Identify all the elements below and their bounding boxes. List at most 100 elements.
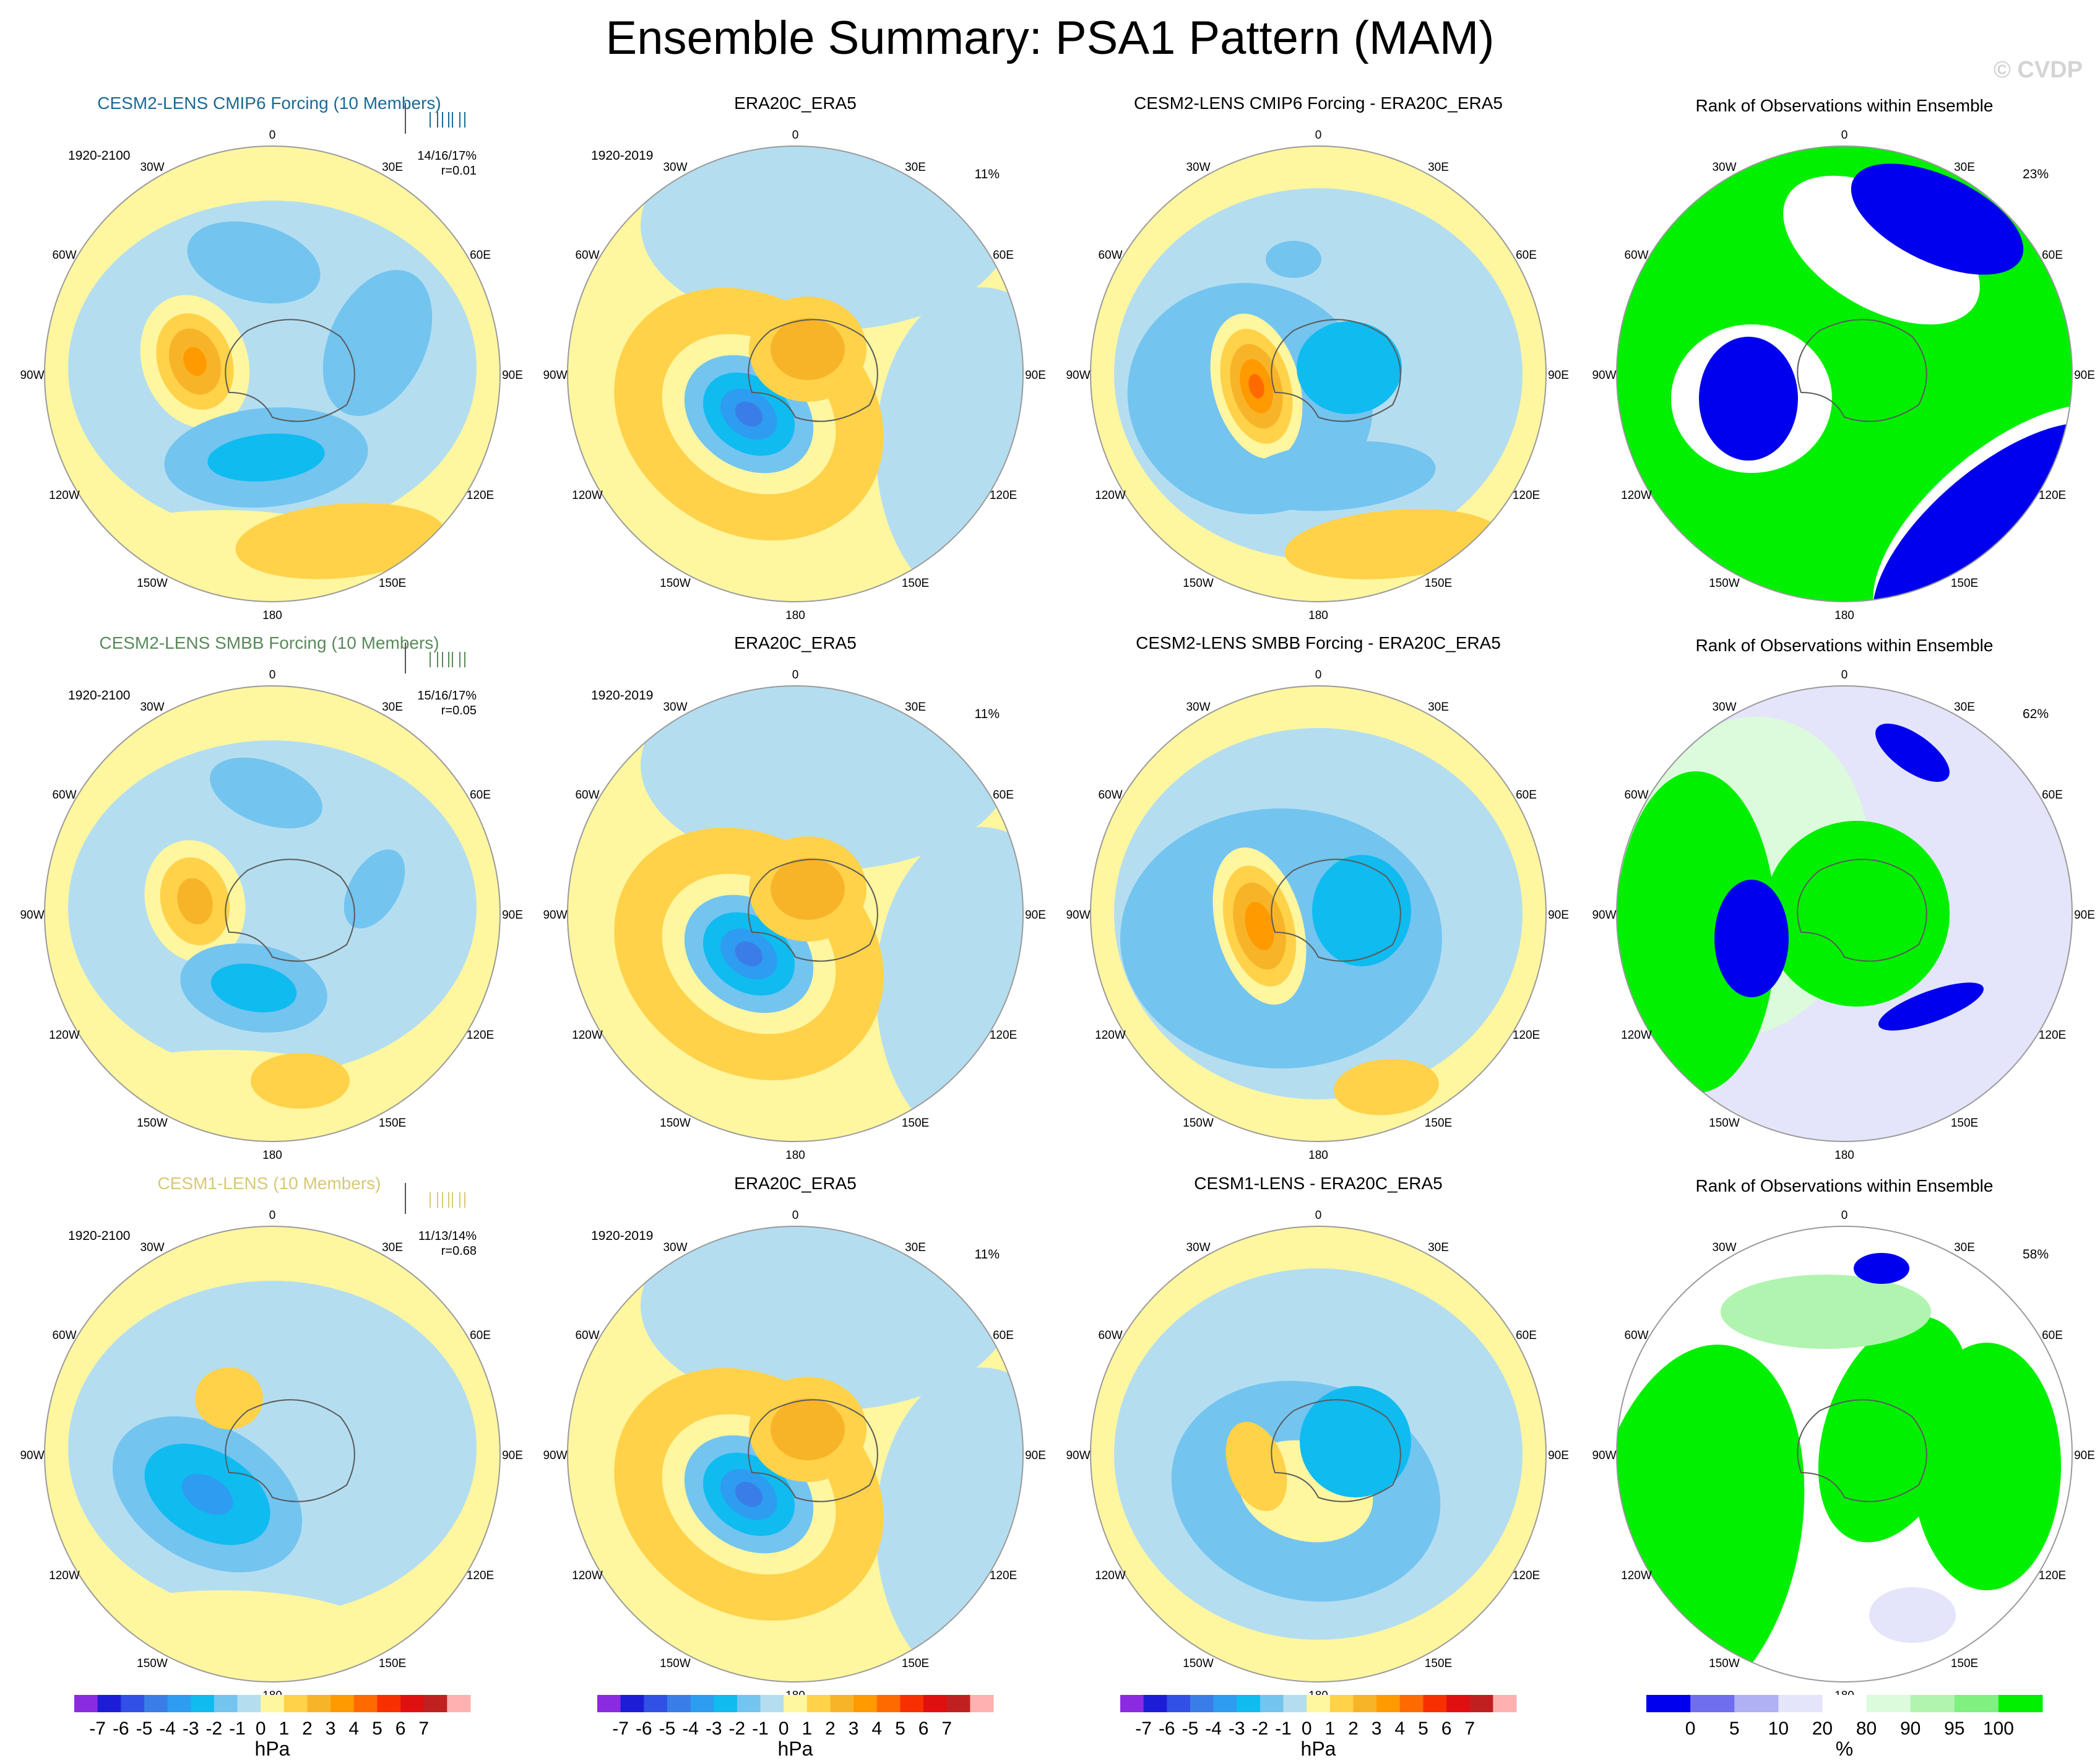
longitude-label-90E: 90E [1548, 369, 1569, 382]
background-negative-east [876, 827, 1023, 1141]
colorbar-obs-tick-label-8: 1 [802, 1718, 812, 1739]
map-boundary [44, 685, 501, 1142]
colorbar-obs-swatch-12 [876, 1695, 901, 1712]
longitude-label-90W: 90W [543, 369, 567, 382]
longitude-label-30E: 30E [1954, 1241, 1975, 1254]
colorbar-obs-tick-label-2: -5 [659, 1718, 676, 1739]
obs-pct: 11% [975, 1247, 1000, 1262]
longitude-label-90W: 90W [1592, 369, 1616, 382]
colorbar-obs-swatch-6 [737, 1695, 761, 1712]
obs-pct: 11% [975, 707, 1000, 721]
colorbar-obs-swatch-15 [946, 1695, 970, 1712]
longitude-label-150W: 150W [1709, 1117, 1740, 1130]
longitude-label-60E: 60E [470, 249, 491, 262]
colorbar-rank-swatch-8 [1998, 1695, 2043, 1712]
longitude-label-30W: 30W [1186, 1241, 1210, 1254]
longitude-label-150E: 150E [379, 577, 406, 590]
longitude-label-30E: 30E [905, 1241, 926, 1254]
longitude-label-180: 180 [1834, 1149, 1854, 1162]
longitude-label-90E: 90E [2074, 909, 2095, 922]
negative-anomaly-north-ring-0 [1266, 241, 1321, 278]
longitude-label-60W: 60W [575, 789, 599, 802]
model-stats-r: r=0.68 [441, 1244, 477, 1258]
colorbar-obs-swatch-10 [830, 1695, 854, 1712]
longitude-label-120E: 120E [1513, 1029, 1540, 1042]
negative-anomaly-north-ring-0 [187, 221, 321, 304]
longitude-label-120W: 120W [1095, 1569, 1126, 1582]
rank-low-north [1851, 163, 2024, 275]
longitude-label-180: 180 [1308, 1149, 1328, 1162]
colorbar-obs-unit-label: hPa [778, 1738, 813, 1760]
colorbar-diff-tick-label-6: -1 [1275, 1718, 1292, 1739]
longitude-label-30W: 30W [140, 701, 164, 714]
colorbar-model-swatch-3 [144, 1695, 168, 1712]
background-negative-east [876, 287, 1023, 602]
negative-anomaly-ring-5 [735, 1481, 763, 1507]
longitude-label-60W: 60W [575, 1329, 599, 1342]
colorbar-model-tick-label-8: 1 [279, 1718, 289, 1739]
colorbar-diff-swatch-13 [1423, 1695, 1447, 1712]
rank-low-north [1854, 1253, 1909, 1284]
longitude-label-150W: 150W [137, 577, 168, 590]
colorbar-diff-swatch-3 [1190, 1695, 1214, 1712]
colorbar-model-swatch-0 [74, 1695, 98, 1712]
positive-anomaly-south-ring-0 [251, 1053, 350, 1109]
colorbar-rank-tick-label-0: 0 [1685, 1718, 1696, 1739]
diff-title: CESM2-LENS CMIP6 Forcing - ERA20C_ERA5 [1134, 93, 1503, 113]
colorbar-rank-tick-label-2: 10 [1768, 1718, 1789, 1739]
longitude-label-150W: 150W [1709, 577, 1740, 590]
colorbar-obs-swatch-5 [714, 1695, 738, 1712]
rank-band-lightgreen [1721, 1275, 1931, 1349]
colorbar-model-tick-label-4: -3 [183, 1718, 199, 1739]
map-boundary [1090, 1226, 1547, 1683]
longitude-label-60E: 60E [2042, 249, 2063, 262]
obs-period: 1920-2019 [591, 1229, 653, 1243]
longitude-label-150W: 150W [137, 1657, 168, 1670]
colorbar-model-tick-label-11: 4 [348, 1718, 359, 1739]
map-field [1617, 1226, 2072, 1682]
longitude-label-90W: 90W [20, 369, 44, 382]
map-boundary [44, 145, 501, 602]
longitude-label-90W: 90W [543, 1449, 567, 1462]
model-period: 1920-2100 [68, 1229, 130, 1243]
model-stats-pct: 11/13/14% [418, 1229, 477, 1243]
longitude-label-30E: 30E [905, 161, 926, 174]
model-title: CESM2-LENS CMIP6 Forcing (10 Members) [97, 93, 441, 113]
colorbar-model-tick-label-14: 7 [418, 1718, 429, 1739]
longitude-label-30E: 30E [382, 1241, 403, 1254]
negative-anomaly-ring-2 [181, 1473, 233, 1515]
map-field [1091, 1226, 1546, 1682]
rank-low-north [1875, 723, 1950, 782]
map-field [1091, 686, 1546, 1141]
longitude-label-0: 0 [269, 669, 276, 682]
colorbar-diff-swatch-7 [1283, 1695, 1307, 1712]
map-field-content [1091, 1226, 1546, 1682]
antarctica-coastline [225, 1399, 355, 1502]
antarctica-coastline [1271, 1399, 1401, 1502]
longitude-label-30W: 30W [140, 1241, 164, 1254]
colorbar-model-swatch-10 [307, 1695, 331, 1712]
map-field [1091, 146, 1546, 602]
model-title: CESM1-LENS (10 Members) [158, 1174, 381, 1193]
colorbar-rank-tick-label-3: 20 [1812, 1718, 1833, 1739]
longitude-label-90E: 90E [2074, 369, 2095, 382]
longitude-label-30E: 30E [1428, 1241, 1449, 1254]
colorbar-diff-tick-label-5: -2 [1252, 1718, 1269, 1739]
colorbar-model-tick-label-3: -4 [159, 1718, 176, 1739]
longitude-label-60E: 60E [470, 789, 491, 802]
colorbar-diff-tick-label-9: 2 [1348, 1718, 1359, 1739]
obs-period: 1920-2019 [591, 688, 653, 703]
colorbar-obs-swatch-8 [784, 1695, 808, 1712]
colorbar-obs-swatch-13 [900, 1695, 924, 1712]
map-boundary [1616, 145, 2073, 602]
longitude-label-120E: 120E [1513, 489, 1540, 502]
colorbar-model-tick-label-1: -6 [113, 1718, 129, 1739]
colorbar-obs-swatch-0 [597, 1695, 621, 1712]
colorbar-model-tick-label-5: -2 [206, 1718, 223, 1739]
longitude-label-60W: 60W [575, 249, 599, 262]
rank-pct: 58% [2023, 1247, 2049, 1262]
model-stats-r: r=0.05 [441, 704, 477, 717]
colorbar-rank-tick-label-4: 80 [1856, 1718, 1877, 1739]
positive-anomaly-ring-3 [183, 347, 207, 376]
colorbar-model: -7 -6 -5 -4 -3 -2 -1 0 1 2 3 4 5 6 7 hPa [74, 1695, 471, 1760]
